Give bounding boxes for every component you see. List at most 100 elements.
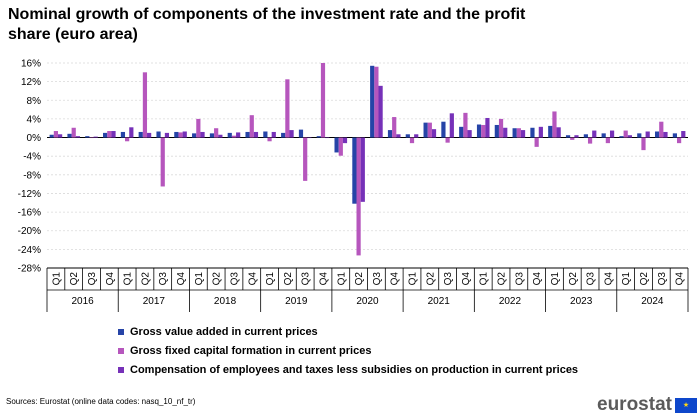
x-tick-year: 2019 (285, 296, 308, 307)
y-tick-label: 8% (27, 96, 42, 107)
bar (49, 134, 54, 138)
bar (71, 127, 76, 138)
bar (441, 121, 446, 138)
bar (423, 122, 428, 138)
bar (449, 113, 454, 138)
x-tick-quarter: Q1 (408, 272, 419, 286)
bar (352, 137, 357, 204)
y-tick-label: 4% (27, 114, 42, 125)
bar (138, 131, 143, 138)
bar (178, 132, 183, 138)
bar (520, 130, 526, 138)
bar (107, 131, 112, 138)
bar (659, 121, 664, 138)
y-tick-label: -16% (18, 208, 41, 219)
bar (445, 137, 450, 143)
bar (645, 131, 650, 138)
bar (85, 136, 90, 138)
bar (120, 131, 126, 138)
x-tick-quarter: Q2 (639, 272, 650, 286)
source-note: Sources: Eurostat (online data codes: na… (6, 397, 196, 406)
x-tick-quarter: Q4 (675, 272, 686, 286)
x-tick-quarter: Q1 (265, 272, 276, 286)
bar (672, 133, 677, 138)
bar (467, 130, 472, 138)
x-tick-quarter: Q2 (354, 272, 365, 286)
x-tick-quarter: Q4 (105, 272, 116, 286)
x-tick-quarter: Q4 (461, 272, 472, 286)
legend-label-compensation: Compensation of employees and taxes less… (130, 363, 579, 376)
bar (227, 132, 232, 138)
bar (587, 137, 593, 144)
bar (267, 137, 272, 142)
y-tick-label: 12% (21, 77, 41, 88)
bar (103, 132, 108, 138)
bar (405, 134, 410, 138)
x-tick-year: 2016 (71, 296, 94, 307)
x-tick-quarter: Q4 (318, 272, 329, 286)
bar (409, 137, 415, 144)
x-tick-quarter: Q4 (390, 272, 401, 286)
bar (481, 124, 486, 138)
bar (307, 137, 312, 139)
legend-swatch-compensation (118, 366, 124, 373)
bar (285, 79, 290, 138)
bar (356, 137, 361, 256)
bar (93, 136, 98, 138)
bar (289, 130, 294, 138)
bar (570, 137, 575, 140)
x-tick-quarter: Q4 (603, 272, 614, 286)
x-tick-quarter: Q3 (372, 272, 383, 286)
x-tick-quarter: Q2 (140, 272, 151, 286)
x-tick-quarter: Q1 (51, 272, 62, 286)
bar (459, 126, 464, 138)
bar (654, 131, 660, 138)
x-tick-quarter: Q1 (479, 272, 490, 286)
bar (498, 118, 504, 138)
bar (414, 134, 419, 138)
y-tick-label: -4% (23, 152, 41, 163)
y-tick-label: -28% (18, 264, 41, 275)
bar (387, 130, 393, 138)
bar (75, 136, 81, 138)
legend-item-compensation: Compensation of employees and taxes less… (118, 360, 578, 379)
bar (637, 133, 642, 138)
bar (253, 131, 259, 138)
bar (627, 135, 632, 138)
x-tick-year: 2023 (570, 296, 593, 307)
bar (565, 135, 571, 138)
eurostat-logo[interactable]: eurostat ★ (597, 394, 697, 416)
bar (156, 131, 161, 138)
bar (494, 124, 499, 138)
x-tick-year: 2024 (641, 296, 664, 307)
bar (619, 136, 624, 138)
bar (392, 117, 397, 138)
x-tick-year: 2018 (214, 296, 237, 307)
bar (342, 137, 348, 144)
x-tick-quarter: Q3 (87, 272, 98, 286)
bar (556, 127, 561, 138)
bar (67, 133, 72, 138)
x-tick-quarter: Q2 (283, 272, 294, 286)
x-tick-year: 2022 (499, 296, 522, 307)
x-tick-quarter: Q3 (443, 272, 454, 286)
bar (463, 112, 468, 138)
x-tick-quarter: Q3 (586, 272, 597, 286)
bar (231, 135, 237, 138)
bar (534, 137, 539, 147)
bar (164, 132, 170, 138)
eu-flag-icon: ★ (674, 397, 697, 413)
bar (129, 127, 134, 138)
x-tick-quarter: Q4 (247, 272, 258, 286)
legend-label-gva: Gross value added in current prices (130, 325, 318, 338)
x-tick-year: 2020 (356, 296, 379, 307)
bar (512, 128, 517, 138)
x-tick-quarter: Q1 (194, 272, 205, 286)
bar (583, 134, 588, 138)
y-tick-label: -24% (18, 245, 41, 256)
x-tick-quarter: Q3 (514, 272, 525, 286)
x-tick-quarter: Q2 (497, 272, 508, 286)
bar (516, 128, 521, 138)
bar (160, 137, 165, 187)
x-tick-year: 2021 (428, 296, 451, 307)
